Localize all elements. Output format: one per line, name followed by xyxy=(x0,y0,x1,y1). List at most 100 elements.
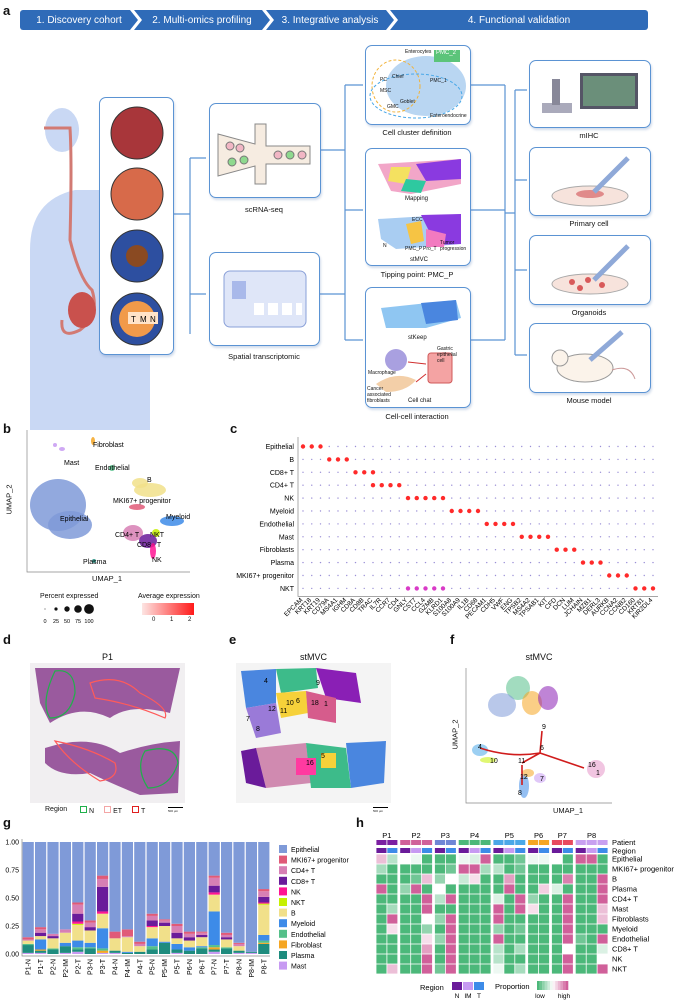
dot-b-klrd1 xyxy=(442,458,444,461)
size-legend: 0 25 50 75 100 xyxy=(43,604,94,625)
heatmap-row-label-epithelial: Epithelial xyxy=(612,855,643,864)
umap-b-cluster-plasma xyxy=(92,559,96,563)
dot-myeloid-tpsb2 xyxy=(521,510,523,512)
tag-n: N xyxy=(383,243,387,249)
dot-endothelial-klrd1 xyxy=(442,523,444,525)
umap-b-cluster-nkt xyxy=(152,529,160,537)
dot-b-il7r xyxy=(381,458,383,461)
dot-cd8-t-tpsb2 xyxy=(521,471,523,473)
dot-plasma-klrd1 xyxy=(442,561,444,564)
heatmap-cell-b xyxy=(493,874,504,884)
heatmap-cell-epithelial xyxy=(445,854,456,864)
bar-p7-t-mki67-progenitor xyxy=(221,932,233,935)
heatmap-cell-nk xyxy=(597,954,608,964)
dot-cd4-t-trac xyxy=(370,483,376,488)
dot-nkt-il1b xyxy=(468,587,470,590)
region-annotation-cell-t xyxy=(597,848,608,853)
heatmap-cell-cd8-t xyxy=(376,944,387,954)
heatmap-cell-myeloid xyxy=(539,924,550,934)
bar-p7-t-cd4-t xyxy=(221,934,233,938)
heatmap-cell-mki67-progenitor xyxy=(575,864,586,874)
spatial-cluster-number: 9 xyxy=(316,680,320,687)
dot-plasma-gzmb xyxy=(433,561,435,564)
dot-endothelial-pecam1 xyxy=(484,521,489,527)
cellchat-label: Cell chat xyxy=(408,398,432,404)
proportion-legend-gradient xyxy=(542,981,545,990)
heatmap-cell-epithelial xyxy=(586,854,597,864)
patient-annotation-cell xyxy=(575,840,586,845)
spatial-cluster-number: 11 xyxy=(280,708,287,715)
dot-myeloid-ccnb2 xyxy=(626,510,628,512)
heatmap-cell-fibroblasts xyxy=(597,914,608,924)
dot-epithelial-tpsab1 xyxy=(538,445,540,448)
legend-label-nkt: NKT xyxy=(291,900,306,907)
heatmap-cell-nkt xyxy=(597,964,608,974)
bar-p6-n-cd8-t xyxy=(183,937,195,941)
heatmap-cell-cd8-t xyxy=(528,944,539,954)
heatmap-cell-myeloid xyxy=(575,924,586,934)
dot-myeloid-derl3 xyxy=(599,510,602,512)
heatmap-cell-plasma xyxy=(434,884,445,894)
heatmap-cell-epithelial xyxy=(434,854,445,864)
dot-mast-ccnb2 xyxy=(626,536,628,538)
heatmap-cell-cd8-t xyxy=(422,944,433,954)
heatmap-cell-cd8-t xyxy=(493,944,504,954)
dot-myeloid-ccr7 xyxy=(389,510,392,512)
heatmap-cell-fibroblasts xyxy=(551,914,562,924)
annotation-row-label: Region xyxy=(612,847,636,856)
dot-epithelial-cd68 xyxy=(477,445,479,448)
heatmap-cell-nkt xyxy=(586,964,597,974)
dot-nkt-krt19 xyxy=(319,587,322,590)
heatmap-cell-nkt xyxy=(575,964,586,974)
dot-fibroblasts-cfd xyxy=(554,547,559,552)
bar-p1-t-mast xyxy=(35,952,47,954)
dot-plasma-mzb1 xyxy=(589,560,594,565)
heatmap-cell-cd8-t xyxy=(562,944,573,954)
x-tick-label: P5-IM xyxy=(162,959,169,978)
bar-p5-t-cd8-t xyxy=(171,932,183,939)
dot-nk-il1b xyxy=(468,497,470,499)
bar-p5-n-cd8-t xyxy=(146,920,158,926)
dot-epithelial-cd8a xyxy=(354,445,357,448)
dot-cd4-t-il7r xyxy=(379,483,384,488)
heatmap-cell-b xyxy=(400,874,411,884)
heatmap-cell-b xyxy=(597,874,608,884)
dot-fibroblasts-gzmb xyxy=(433,549,435,551)
bar-p8-t-b xyxy=(258,904,270,935)
heatmap-cell-myeloid xyxy=(515,924,526,934)
region-annotation-cell-t xyxy=(562,848,573,853)
dot-mki67-progenitor-krt18 xyxy=(311,574,313,577)
bar-p6-n-myeloid xyxy=(183,947,195,951)
dot-nk-cdh5 xyxy=(494,497,497,499)
patient-label-p3: P3 xyxy=(441,831,450,840)
heatmap-cell-endothelial xyxy=(528,934,539,944)
heatmap-cell-nkt xyxy=(480,964,491,974)
umap-b-cluster-b xyxy=(132,478,148,488)
dot-nk-tpsb2 xyxy=(521,497,523,499)
heatmap-cell-mki67-progenitor xyxy=(376,864,387,874)
bar-p5-n-nk xyxy=(146,926,158,928)
heatmap-cell-cd4-t xyxy=(480,894,491,904)
heatmap-cell-b xyxy=(376,874,387,884)
dot-cd4-t-dcn xyxy=(564,484,567,486)
spatial-transcriptomic-caption: Spatial transcriptomic xyxy=(228,352,300,361)
dot-nkt-cfd xyxy=(556,587,558,590)
heatmap-cell-b xyxy=(434,874,445,884)
heatmap-cell-plasma xyxy=(539,884,550,894)
heatmap-cell-cd4-t xyxy=(493,894,504,904)
dot-myeloid-cst7 xyxy=(416,510,418,512)
dot-epithelial-mzb1 xyxy=(591,445,593,448)
heatmap-cell-cd4-t xyxy=(504,894,515,904)
dotplot-row-label: MKI67+ progenitor xyxy=(236,573,294,580)
legend-label-nk: NK xyxy=(291,889,301,896)
tag-enteroendocrine: Enteroendocrine xyxy=(430,113,467,119)
bar-p3-n-b xyxy=(84,930,96,943)
region-annotation-cell-n xyxy=(528,848,539,853)
tag-gmc: GMC xyxy=(387,104,399,110)
dot-cd8-t-ccnb2 xyxy=(626,471,628,473)
bar-p8-im-mast xyxy=(245,952,257,954)
bar-p6-t-b xyxy=(196,937,208,947)
dot-mast-ccna2 xyxy=(617,536,619,538)
dot-cd8-t-cd8a xyxy=(353,470,358,475)
trajectory-node-label: 10 xyxy=(490,758,498,765)
